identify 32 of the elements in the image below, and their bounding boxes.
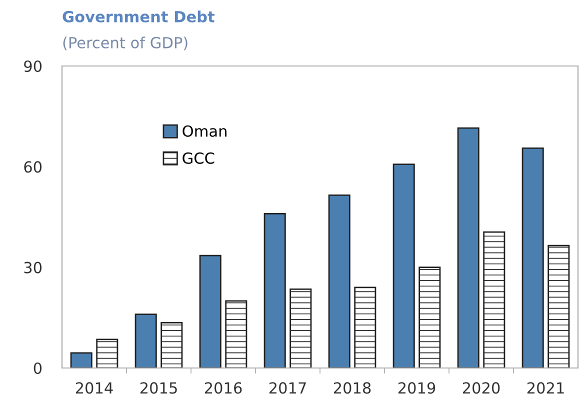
bar xyxy=(418,266,441,368)
bar xyxy=(225,300,248,368)
bar xyxy=(290,288,312,368)
bar xyxy=(354,286,376,368)
bar xyxy=(328,194,350,368)
bar xyxy=(522,148,544,368)
legend-label: Oman xyxy=(182,125,226,137)
bar xyxy=(392,164,415,368)
bar xyxy=(199,254,222,368)
x-tick-label: 2019 xyxy=(398,382,436,394)
x-tick-label: 2018 xyxy=(334,382,371,394)
x-tick-label: 2020 xyxy=(462,382,500,394)
chart-subtitle: (Percent of GDP) xyxy=(63,36,188,50)
bar xyxy=(548,244,570,368)
x-tick-label: 2016 xyxy=(204,382,242,394)
bar xyxy=(70,352,92,368)
y-tick-label: 60 xyxy=(24,161,42,173)
bar xyxy=(483,231,506,368)
bar xyxy=(457,127,480,368)
bar xyxy=(264,212,286,368)
x-tick-label: 2021 xyxy=(527,382,564,394)
x-tick-label: 2014 xyxy=(76,382,113,394)
bar xyxy=(96,338,118,368)
y-tick-label: 90 xyxy=(24,60,42,72)
chart-title: Government Debt xyxy=(62,10,214,22)
x-tick-label: 2015 xyxy=(140,382,177,394)
bar xyxy=(134,314,157,368)
y-tick-label: 0 xyxy=(34,362,42,374)
bar xyxy=(160,322,183,368)
legend-label: GCC xyxy=(182,152,214,164)
y-tick-label: 30 xyxy=(24,262,42,274)
x-tick-label: 2017 xyxy=(269,382,306,394)
